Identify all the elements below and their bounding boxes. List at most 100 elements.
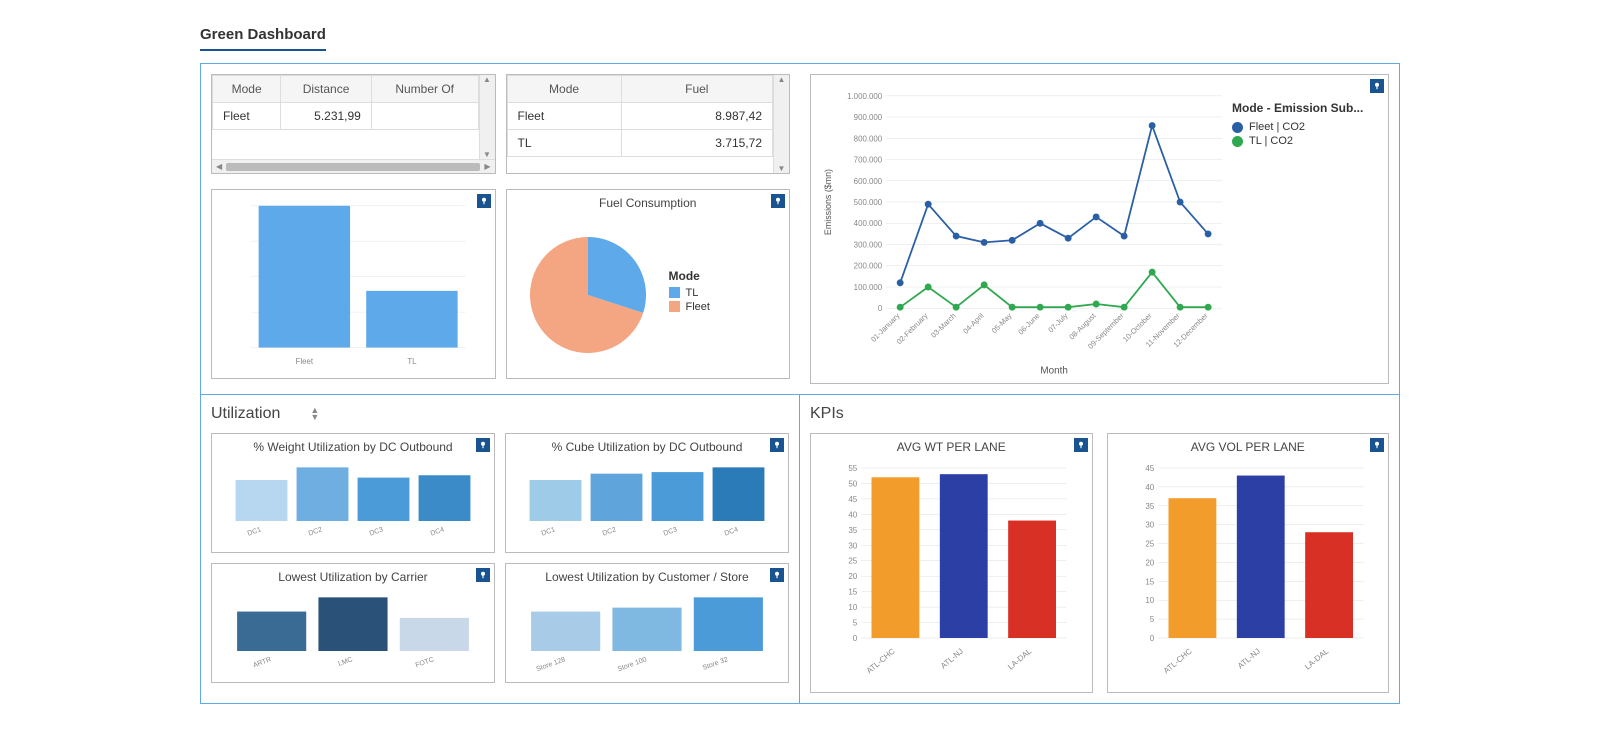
- pin-icon[interactable]: [1370, 438, 1384, 452]
- fuel-pie-card: Fuel Consumption Mode TL Fleet: [506, 189, 791, 379]
- svg-text:30: 30: [1145, 521, 1154, 530]
- legend-item[interactable]: Fleet: [669, 301, 784, 313]
- kpi-title: KPIs: [810, 405, 844, 423]
- pin-icon[interactable]: [770, 568, 784, 582]
- svg-text:300.000: 300.000: [854, 240, 883, 249]
- horizontal-scrollbar[interactable]: ◀▶: [212, 159, 495, 173]
- svg-text:10: 10: [1145, 597, 1154, 606]
- svg-text:ATL-CHC: ATL-CHC: [865, 647, 897, 676]
- svg-text:0: 0: [1149, 634, 1154, 643]
- svg-text:0: 0: [853, 634, 858, 643]
- customer-util-title: Lowest Utilization by Customer / Store: [512, 570, 782, 584]
- avg-wt-card: AVG WT PER LANE 0510152025303540455055AT…: [810, 433, 1093, 693]
- bottom-section: Utilization ▲▼ % Weight Utilization by D…: [201, 395, 1399, 703]
- svg-text:0: 0: [878, 304, 883, 313]
- emissions-legend-title: Mode - Emission Sub...: [1232, 101, 1382, 115]
- pin-icon[interactable]: [1370, 79, 1384, 93]
- svg-text:Fleet: Fleet: [296, 357, 314, 366]
- pin-icon[interactable]: [1074, 438, 1088, 452]
- main-container: ModeDistanceNumber Of Fleet5.231,99 ▲▼ ◀…: [200, 63, 1400, 704]
- cube-util-chart: DC1DC2DC3DC4: [512, 458, 782, 543]
- customer-util-card: Lowest Utilization by Customer / Store S…: [505, 563, 789, 683]
- svg-text:20: 20: [1145, 559, 1154, 568]
- svg-text:06-June: 06-June: [1016, 311, 1041, 336]
- vertical-scrollbar[interactable]: ▲▼: [479, 75, 495, 159]
- emissions-line-card: 0100.000200.000300.000400.000500.000600.…: [810, 74, 1389, 384]
- svg-text:DC1: DC1: [541, 527, 557, 538]
- svg-text:30: 30: [848, 542, 857, 551]
- weight-util-title: % Weight Utilization by DC Outbound: [218, 440, 488, 454]
- fuel-pie-title: Fuel Consumption: [513, 196, 784, 210]
- carrier-util-chart: ARTRLMCFOTC: [218, 588, 488, 673]
- svg-text:25: 25: [1145, 540, 1154, 549]
- svg-text:DC3: DC3: [663, 527, 679, 538]
- table-row[interactable]: TL3.715,72: [507, 130, 773, 157]
- table-header[interactable]: Number Of: [371, 76, 478, 103]
- vertical-scrollbar[interactable]: ▲▼: [773, 75, 789, 173]
- svg-text:04-April: 04-April: [961, 311, 986, 336]
- svg-text:20: 20: [848, 573, 857, 582]
- avg-wt-title: AVG WT PER LANE: [817, 440, 1086, 454]
- svg-text:40: 40: [848, 511, 857, 520]
- svg-text:45: 45: [1145, 464, 1154, 473]
- svg-text:TL: TL: [407, 357, 417, 366]
- fuel-pie-legend: TL Fleet: [669, 287, 784, 313]
- table-row[interactable]: Fleet8.987,42: [507, 103, 773, 130]
- cube-util-card: % Cube Utilization by DC Outbound DC1DC2…: [505, 433, 789, 553]
- svg-text:35: 35: [1145, 502, 1154, 511]
- mode-distance-table: ModeDistanceNumber Of Fleet5.231,99: [212, 75, 479, 130]
- avg-vol-title: AVG VOL PER LANE: [1114, 440, 1383, 454]
- pin-icon[interactable]: [477, 194, 491, 208]
- weight-util-chart: DC1DC2DC3DC4: [218, 458, 488, 543]
- svg-text:03-March: 03-March: [929, 311, 957, 339]
- dashboard-tab[interactable]: Green Dashboard: [200, 20, 326, 51]
- svg-text:55: 55: [848, 464, 857, 473]
- svg-text:07-July: 07-July: [1046, 311, 1069, 334]
- svg-text:Store 32: Store 32: [702, 657, 729, 673]
- svg-text:05-May: 05-May: [990, 311, 1014, 335]
- pin-icon[interactable]: [476, 568, 490, 582]
- svg-text:15: 15: [1145, 578, 1154, 587]
- svg-text:50: 50: [848, 480, 857, 489]
- svg-text:500.000: 500.000: [854, 198, 883, 207]
- svg-text:400.000: 400.000: [854, 219, 883, 228]
- table-header[interactable]: Mode: [507, 76, 621, 103]
- carrier-util-card: Lowest Utilization by Carrier ARTRLMCFOT…: [211, 563, 495, 683]
- cube-util-title: % Cube Utilization by DC Outbound: [512, 440, 782, 454]
- svg-text:Store 100: Store 100: [617, 657, 648, 674]
- svg-text:5: 5: [853, 619, 858, 628]
- legend-item[interactable]: TL | CO2: [1232, 135, 1382, 147]
- svg-text:Month: Month: [1040, 365, 1067, 376]
- weight-util-card: % Weight Utilization by DC Outbound DC1D…: [211, 433, 495, 553]
- svg-text:15: 15: [848, 588, 857, 597]
- pin-icon[interactable]: [476, 438, 490, 452]
- avg-vol-chart: 051015202530354045ATL-CHCATL-NJLA-DAL: [1114, 458, 1383, 683]
- utilization-section: Utilization ▲▼ % Weight Utilization by D…: [201, 395, 800, 703]
- legend-item[interactable]: Fleet | CO2: [1232, 121, 1382, 133]
- mode-bar-chart: Fleet TL: [218, 196, 489, 372]
- table-header[interactable]: Distance: [281, 76, 372, 103]
- emissions-legend: Fleet | CO2 TL | CO2: [1232, 121, 1382, 147]
- pin-icon[interactable]: [770, 438, 784, 452]
- svg-text:ARTR: ARTR: [252, 657, 272, 670]
- sort-toggle[interactable]: ▲▼: [310, 407, 319, 421]
- svg-text:DC4: DC4: [430, 527, 446, 538]
- table-header[interactable]: Fuel: [621, 76, 772, 103]
- pin-icon[interactable]: [771, 194, 785, 208]
- mode-bar-chart-card: Fleet TL: [211, 189, 496, 379]
- table-row[interactable]: Fleet5.231,99: [213, 103, 479, 130]
- svg-text:10: 10: [848, 604, 857, 613]
- svg-text:40: 40: [1145, 483, 1154, 492]
- svg-text:45: 45: [848, 495, 857, 504]
- pie-legend-title: Mode: [669, 269, 784, 283]
- svg-text:FOTC: FOTC: [415, 657, 435, 670]
- svg-text:5: 5: [1149, 616, 1154, 625]
- table-header[interactable]: Mode: [213, 76, 281, 103]
- legend-item[interactable]: TL: [669, 287, 784, 299]
- svg-text:100.000: 100.000: [854, 283, 883, 292]
- svg-text:35: 35: [848, 526, 857, 535]
- svg-text:700.000: 700.000: [854, 156, 883, 165]
- svg-text:800.000: 800.000: [854, 134, 883, 143]
- svg-text:ATL-NJ: ATL-NJ: [1235, 647, 1261, 671]
- mode-distance-table-card: ModeDistanceNumber Of Fleet5.231,99 ▲▼ ◀…: [211, 74, 496, 174]
